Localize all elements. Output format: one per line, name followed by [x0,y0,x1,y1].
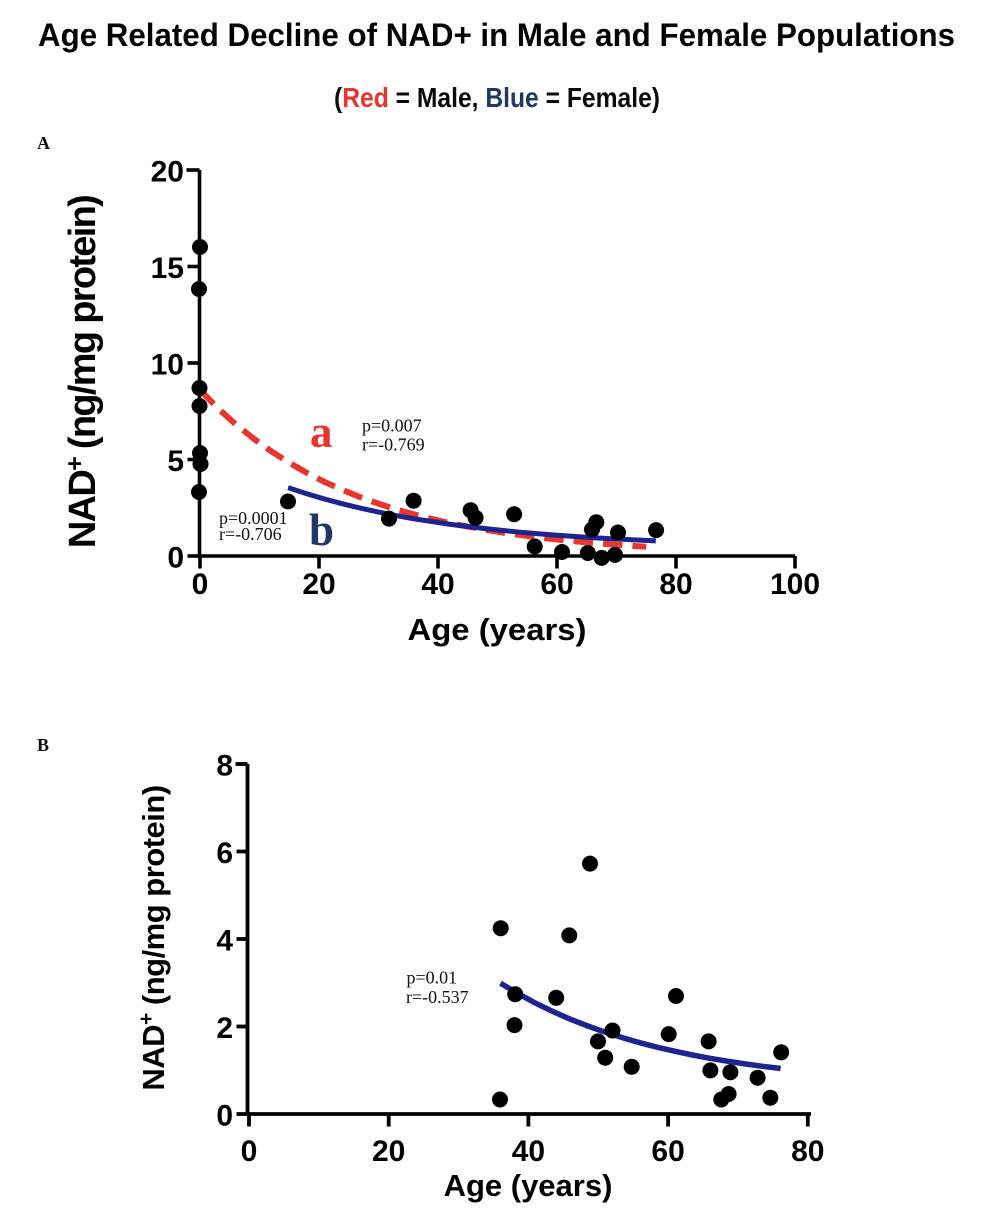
svg-text:(Red = Male, Blue = Female): (Red = Male, Blue = Female) [334,82,660,113]
svg-text:A: A [37,133,50,153]
svg-text:60: 60 [651,1135,684,1168]
svg-text:r=-0.769: r=-0.769 [362,435,425,455]
svg-text:B: B [37,735,49,755]
svg-text:0: 0 [216,1099,233,1132]
svg-text:40: 40 [421,568,454,601]
svg-text:20: 20 [151,156,184,189]
svg-text:NAD+ (ng/mg protein): NAD+ (ng/mg protein) [135,785,171,1090]
svg-text:p=0.007: p=0.007 [362,416,422,436]
svg-text:Age (years): Age (years) [444,1168,613,1203]
svg-text:0: 0 [192,568,209,601]
svg-text:r=-0.537: r=-0.537 [406,987,469,1007]
svg-text:20: 20 [372,1135,405,1168]
svg-text:0: 0 [241,1135,258,1168]
svg-text:40: 40 [512,1135,545,1168]
svg-text:p=0.01: p=0.01 [407,968,458,988]
svg-text:60: 60 [540,568,573,601]
svg-text:4: 4 [216,924,233,957]
svg-text:Age Related Decline of NAD+ in: Age Related Decline of NAD+ in Male and … [38,17,955,53]
svg-text:20: 20 [302,568,335,601]
svg-text:100: 100 [770,568,820,601]
svg-text:5: 5 [167,445,184,478]
svg-text:p=0.0001: p=0.0001 [219,508,288,528]
svg-text:b: b [309,505,334,555]
svg-text:80: 80 [791,1135,824,1168]
svg-text:r=-0.706: r=-0.706 [219,524,282,544]
svg-text:NAD+ (ng/mg protein): NAD+ (ng/mg protein) [61,196,104,548]
svg-text:15: 15 [151,252,184,285]
svg-text:8: 8 [216,749,233,782]
svg-text:10: 10 [151,348,184,381]
svg-text:80: 80 [659,568,692,601]
svg-text:2: 2 [216,1012,233,1045]
svg-text:Age (years): Age (years) [408,612,587,647]
svg-text:6: 6 [216,837,233,870]
svg-text:0: 0 [167,541,184,574]
svg-text:a: a [310,407,333,457]
